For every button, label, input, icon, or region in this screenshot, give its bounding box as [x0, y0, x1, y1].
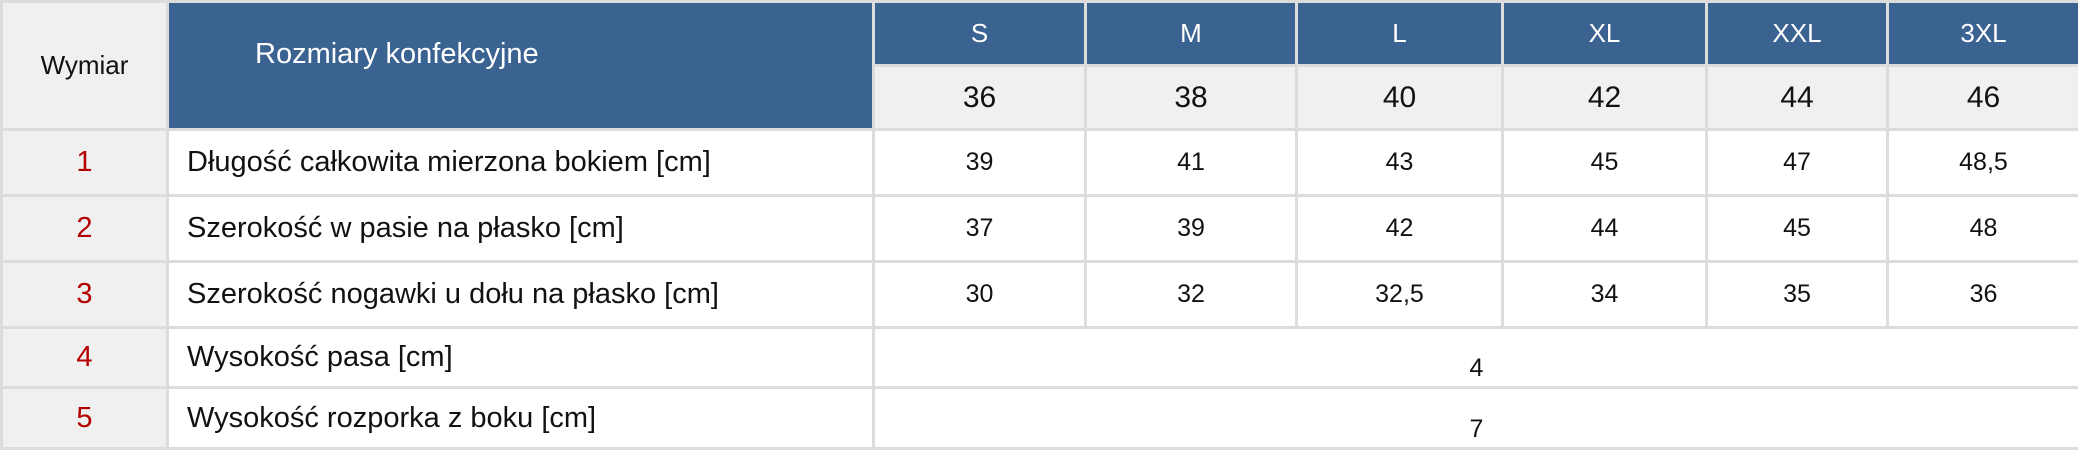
cell-value: 48,5	[1888, 130, 2078, 196]
row-label: Wysokość pasa [cm]	[168, 328, 874, 388]
table-row: 2 Szerokość w pasie na płasko [cm] 37 39…	[2, 196, 2078, 262]
cell-value: 47	[1707, 130, 1888, 196]
row-label: Długość całkowita mierzona bokiem [cm]	[168, 130, 874, 196]
size-header: XXL	[1707, 2, 1888, 66]
row-label: Wysokość rozporka z boku [cm]	[168, 388, 874, 449]
sizes-header: Rozmiary konfekcyjne	[168, 2, 874, 130]
cell-value: 48	[1888, 196, 2078, 262]
cell-value: 42	[1297, 196, 1503, 262]
cell-value: 30	[874, 262, 1086, 328]
size-header: M	[1086, 2, 1297, 66]
cell-value: 32,5	[1297, 262, 1503, 328]
cell-value: 37	[874, 196, 1086, 262]
row-label: Szerokość w pasie na płasko [cm]	[168, 196, 874, 262]
row-number: 1	[2, 130, 168, 196]
cell-value: 45	[1707, 196, 1888, 262]
size-header-row: Wymiar Rozmiary konfekcyjne S M L XL XXL…	[2, 2, 2078, 66]
size-number: 38	[1086, 66, 1297, 130]
cell-value: 39	[874, 130, 1086, 196]
cell-value: 39	[1086, 196, 1297, 262]
cell-value-all-sizes: 4	[874, 328, 2078, 388]
cell-value: 41	[1086, 130, 1297, 196]
table-row: 3 Szerokość nogawki u dołu na płasko [cm…	[2, 262, 2078, 328]
table-row: 4 Wysokość pasa [cm] 4	[2, 328, 2078, 388]
size-header: S	[874, 2, 1086, 66]
cell-value: 34	[1503, 262, 1707, 328]
row-number: 5	[2, 388, 168, 449]
row-number: 4	[2, 328, 168, 388]
size-header: XL	[1503, 2, 1707, 66]
cell-value: 32	[1086, 262, 1297, 328]
size-number: 46	[1888, 66, 2078, 130]
table-row: 1 Długość całkowita mierzona bokiem [cm]…	[2, 130, 2078, 196]
row-number: 2	[2, 196, 168, 262]
size-header: L	[1297, 2, 1503, 66]
cell-value: 44	[1503, 196, 1707, 262]
row-label: Szerokość nogawki u dołu na płasko [cm]	[168, 262, 874, 328]
dimension-header: Wymiar	[2, 2, 168, 130]
size-header: 3XL	[1888, 2, 2078, 66]
table-row: 5 Wysokość rozporka z boku [cm] 7	[2, 388, 2078, 449]
row-number: 3	[2, 262, 168, 328]
size-number: 40	[1297, 66, 1503, 130]
size-number: 36	[874, 66, 1086, 130]
size-number: 44	[1707, 66, 1888, 130]
size-number: 42	[1503, 66, 1707, 130]
cell-value: 36	[1888, 262, 2078, 328]
cell-value: 43	[1297, 130, 1503, 196]
cell-value-all-sizes: 7	[874, 388, 2078, 449]
cell-value: 35	[1707, 262, 1888, 328]
cell-value: 45	[1503, 130, 1707, 196]
